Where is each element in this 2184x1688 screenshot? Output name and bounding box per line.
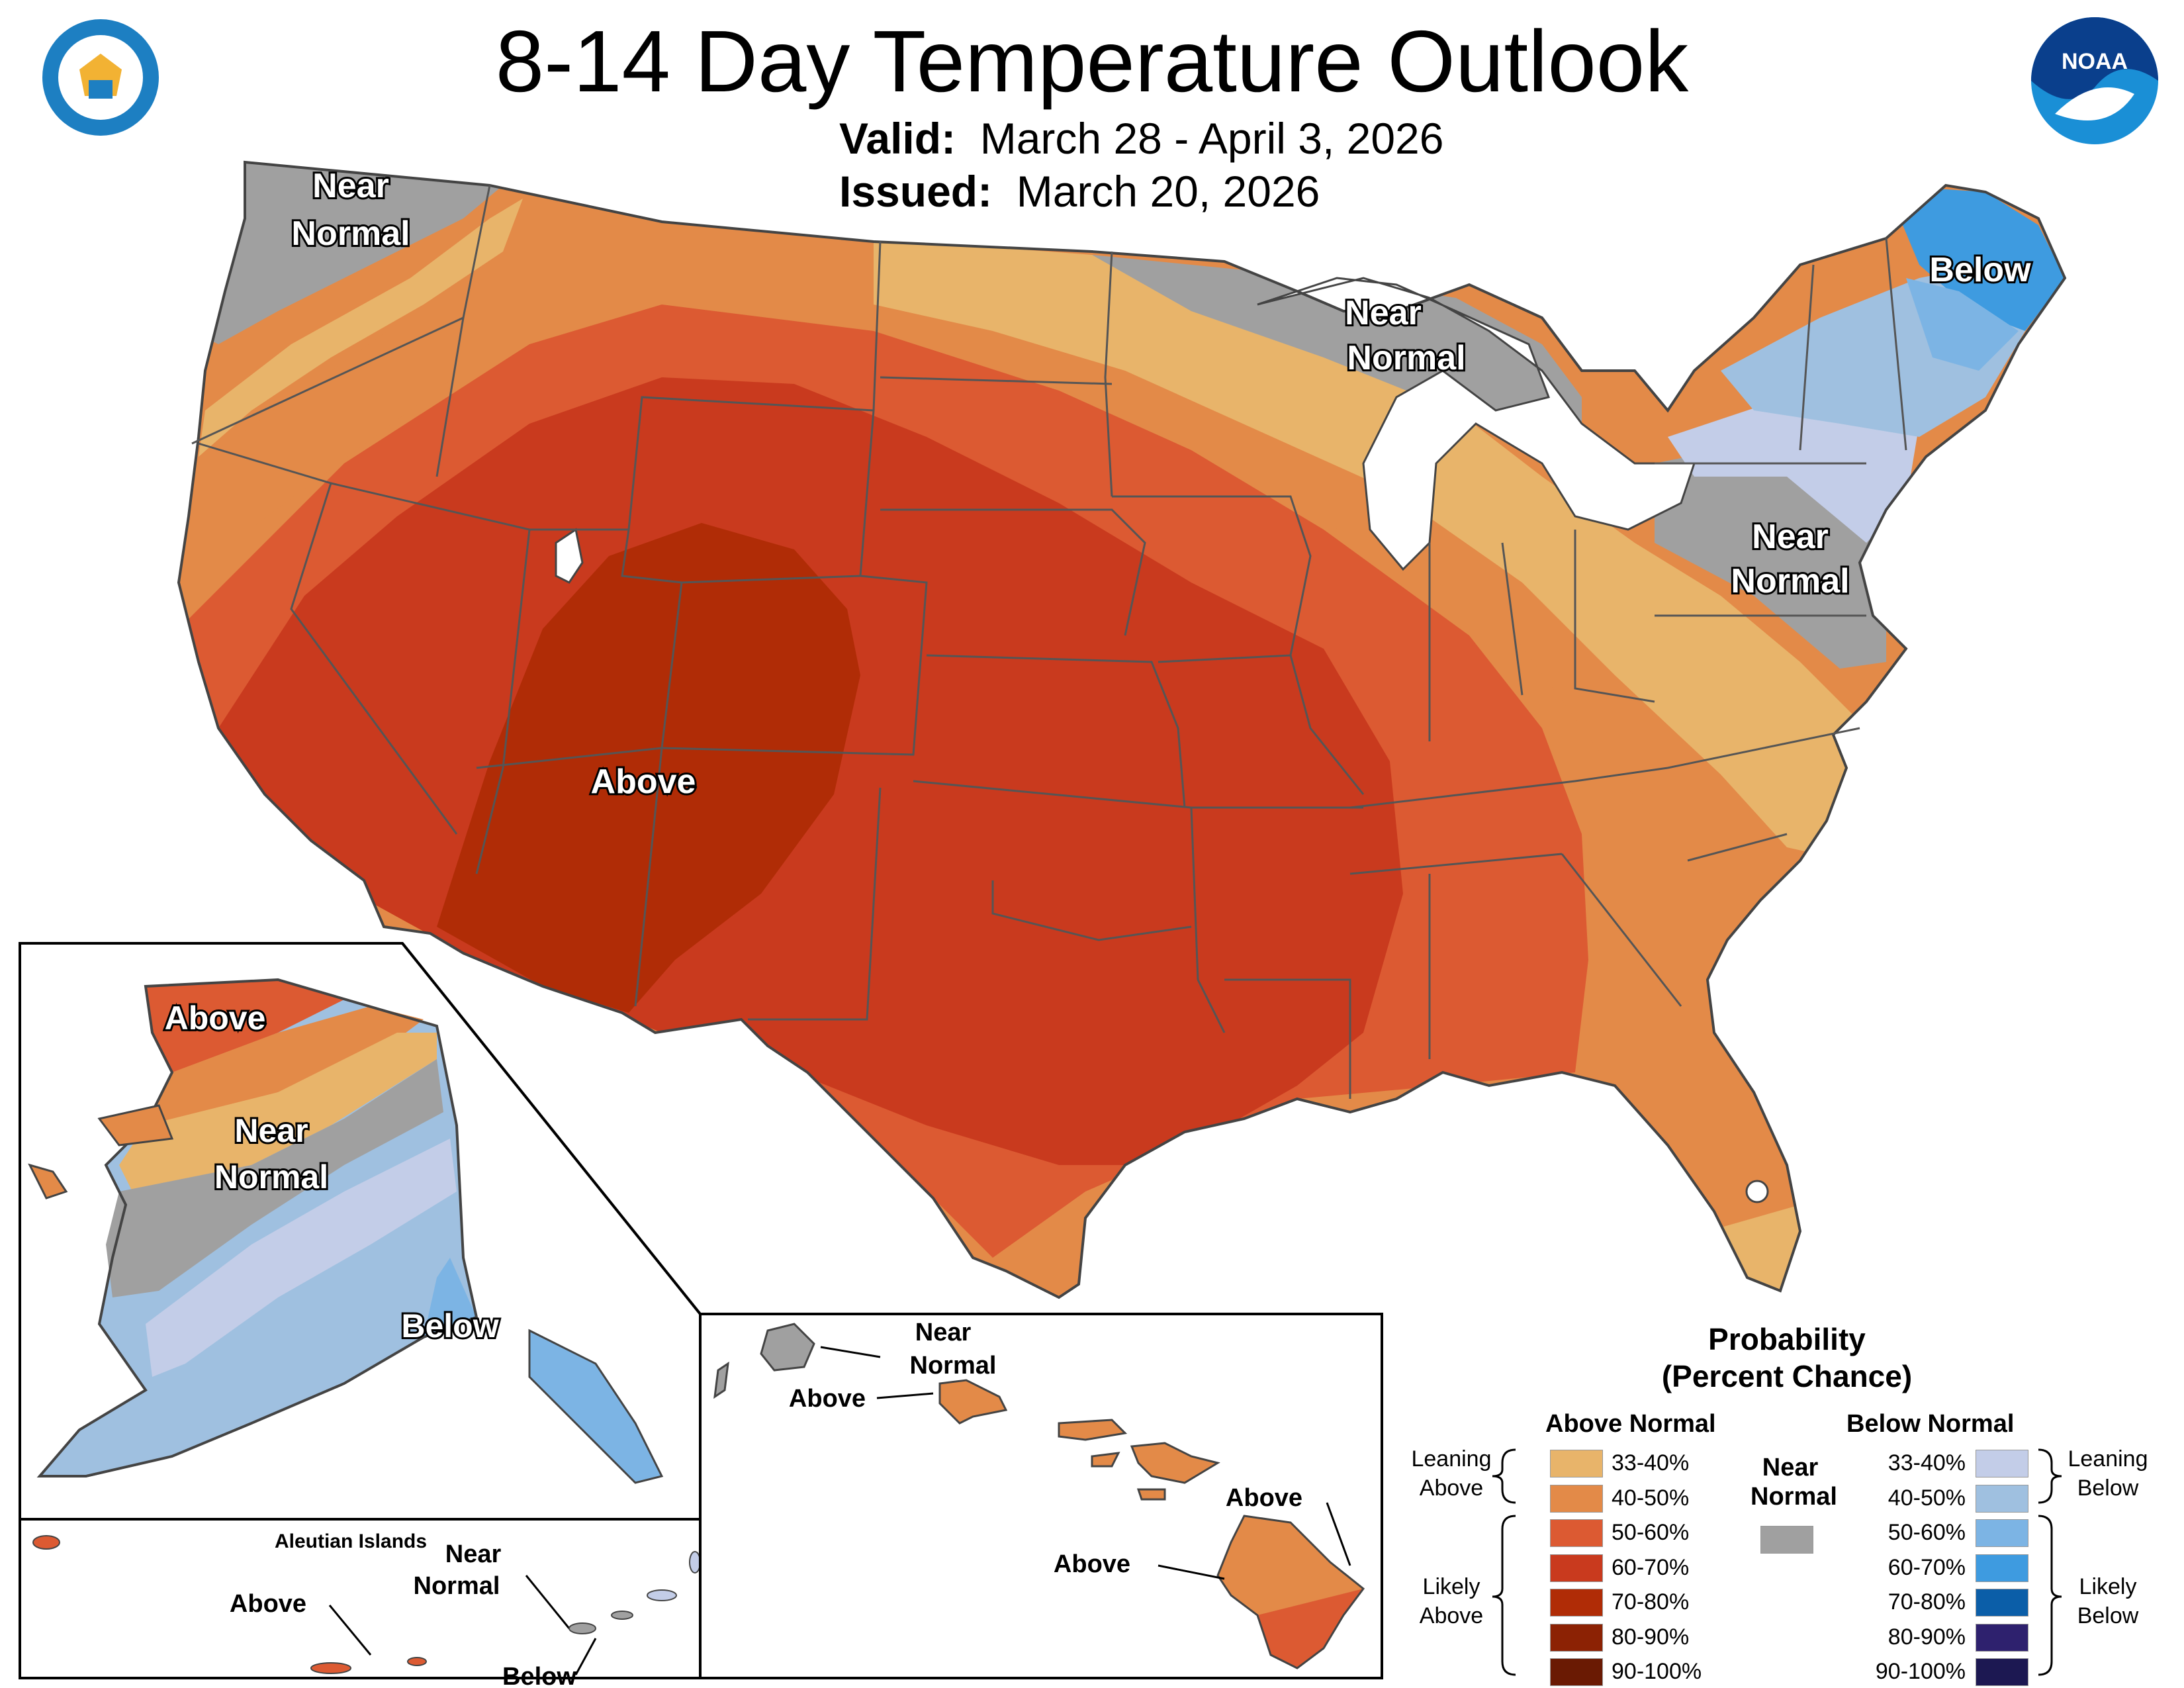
below-range-label: 50-60%: [1888, 1520, 1966, 1545]
hawaii-above-bigisland-w-label: Above: [1054, 1550, 1130, 1578]
below-range-label: 70-80%: [1888, 1589, 1966, 1615]
legend-likely-below: Likely Below: [2065, 1572, 2151, 1630]
below-range-label: 90-100%: [1875, 1659, 1966, 1684]
aleutians-inset: [19, 1518, 702, 1679]
above-range-label: 80-90%: [1612, 1624, 1690, 1650]
above-swatch: [1550, 1554, 1603, 1582]
legend-title-line2: (Percent Chance): [1661, 1359, 1913, 1393]
aleutians-title: Aleutian Islands: [275, 1530, 427, 1552]
hawaii-near-line1: Near: [915, 1319, 972, 1346]
nw-label-line1: Near: [312, 167, 389, 205]
alaska-below-label: Below: [401, 1307, 498, 1344]
below-range-label: 40-50%: [1888, 1485, 1966, 1511]
below-swatch: [1976, 1484, 2028, 1513]
above-swatch: [1550, 1484, 1603, 1513]
below-swatch: [1976, 1658, 2028, 1686]
alaska-near-label-line2: Normal: [214, 1158, 328, 1196]
above-swatch: [1550, 1589, 1603, 1617]
valid-dates: March 28 - April 3, 2026: [979, 114, 1444, 163]
legend-leaning-above: Leaning Above: [1408, 1444, 1494, 1503]
legend-leaning-above-line1: Leaning: [1411, 1446, 1492, 1472]
above-range-label: 40-50%: [1612, 1485, 1690, 1511]
below-range-label: 33-40%: [1888, 1450, 1966, 1476]
midatlantic-label-line1: Near: [1752, 518, 1829, 556]
page-title: 8-14 Day Temperature Outlook: [495, 13, 1689, 110]
legend-likely-above-line2: Above: [1419, 1603, 1484, 1628]
legend-title-line1: Probability: [1708, 1322, 1866, 1356]
below-range-label: 80-90%: [1888, 1624, 1966, 1650]
legend-near-line2: Normal: [1751, 1483, 1837, 1511]
valid-line: Valid: March 28 - April 3, 2026: [839, 114, 1443, 163]
legend-likely-below-line1: Likely: [2079, 1574, 2137, 1599]
below-swatch: [1976, 1519, 2028, 1547]
greatlakes-label-line2: Normal: [1347, 339, 1465, 377]
legend-braces-left: [1492, 1448, 1516, 1676]
southwest-label: Above: [591, 763, 696, 801]
above-range-label: 90-100%: [1612, 1659, 1702, 1684]
alaska-above-label: Above: [165, 1000, 266, 1037]
above-range-label: 70-80%: [1612, 1589, 1690, 1615]
legend-title: Probability (Percent Chance): [1377, 1321, 2184, 1395]
below-range-label: 60-70%: [1888, 1554, 1966, 1580]
legend-braces-right: [2038, 1448, 2062, 1676]
legend-leaning-below-line2: Below: [2077, 1476, 2139, 1501]
svg-text:NOAA: NOAA: [2062, 49, 2128, 74]
noaa-logo-icon: NOAA: [2031, 17, 2158, 144]
legend-likely-below-line2: Below: [2077, 1603, 2139, 1628]
above-swatch: [1550, 1658, 1603, 1686]
legend-leaning-below: Leaning Below: [2065, 1444, 2151, 1503]
aleutians-above-label: Above: [230, 1590, 306, 1618]
above-swatch: [1550, 1519, 1603, 1547]
alaska-map: [28, 978, 664, 1484]
legend-leaning-below-line1: Leaning: [2068, 1446, 2148, 1472]
issued-date: March 20, 2026: [1016, 167, 1320, 216]
legend-below-header: Below Normal: [1846, 1410, 2015, 1438]
aleutians-near-line2: Normal: [414, 1572, 500, 1600]
legend-near-line1: Near: [1762, 1454, 1819, 1481]
above-range-label: 50-60%: [1612, 1520, 1690, 1545]
above-swatch: [1550, 1623, 1603, 1652]
above-swatch: [1550, 1450, 1603, 1477]
legend-likely-above-line1: Likely: [1422, 1574, 1480, 1599]
below-swatch: [1976, 1554, 2028, 1582]
above-range-label: 60-70%: [1612, 1554, 1690, 1580]
aleutians-near-line1: Near: [445, 1540, 502, 1568]
issued-line: Issued: March 20, 2026: [839, 167, 1320, 216]
legend-near-swatch: [1760, 1526, 1813, 1554]
legend-above-header: Above Normal: [1545, 1410, 1716, 1438]
midatlantic-label-line2: Normal: [1731, 562, 1849, 600]
alaska-near-label-line1: Near: [234, 1112, 308, 1149]
below-swatch: [1976, 1623, 2028, 1652]
hawaii-above-bigisland-n-label: Above: [1226, 1484, 1302, 1512]
issued-label: Issued:: [839, 167, 993, 216]
valid-label: Valid:: [839, 114, 956, 163]
legend-likely-above: Likely Above: [1408, 1572, 1494, 1630]
above-range-label: 33-40%: [1612, 1450, 1690, 1476]
nw-label-line2: Normal: [291, 214, 410, 253]
commerce-seal-icon: [42, 19, 159, 136]
hawaii-near-line2: Normal: [910, 1352, 997, 1380]
greatlakes-label-line1: Near: [1345, 294, 1422, 332]
northeast-label: Below: [1929, 251, 2031, 289]
hawaii-above-oahu-label: Above: [789, 1385, 866, 1413]
below-swatch: [1976, 1450, 2028, 1477]
below-swatch: [1976, 1589, 2028, 1617]
legend-leaning-above-line2: Above: [1419, 1476, 1484, 1501]
legend-near-header: Near Normal: [1751, 1453, 1837, 1511]
aleutians-below-label: Below: [502, 1663, 576, 1688]
